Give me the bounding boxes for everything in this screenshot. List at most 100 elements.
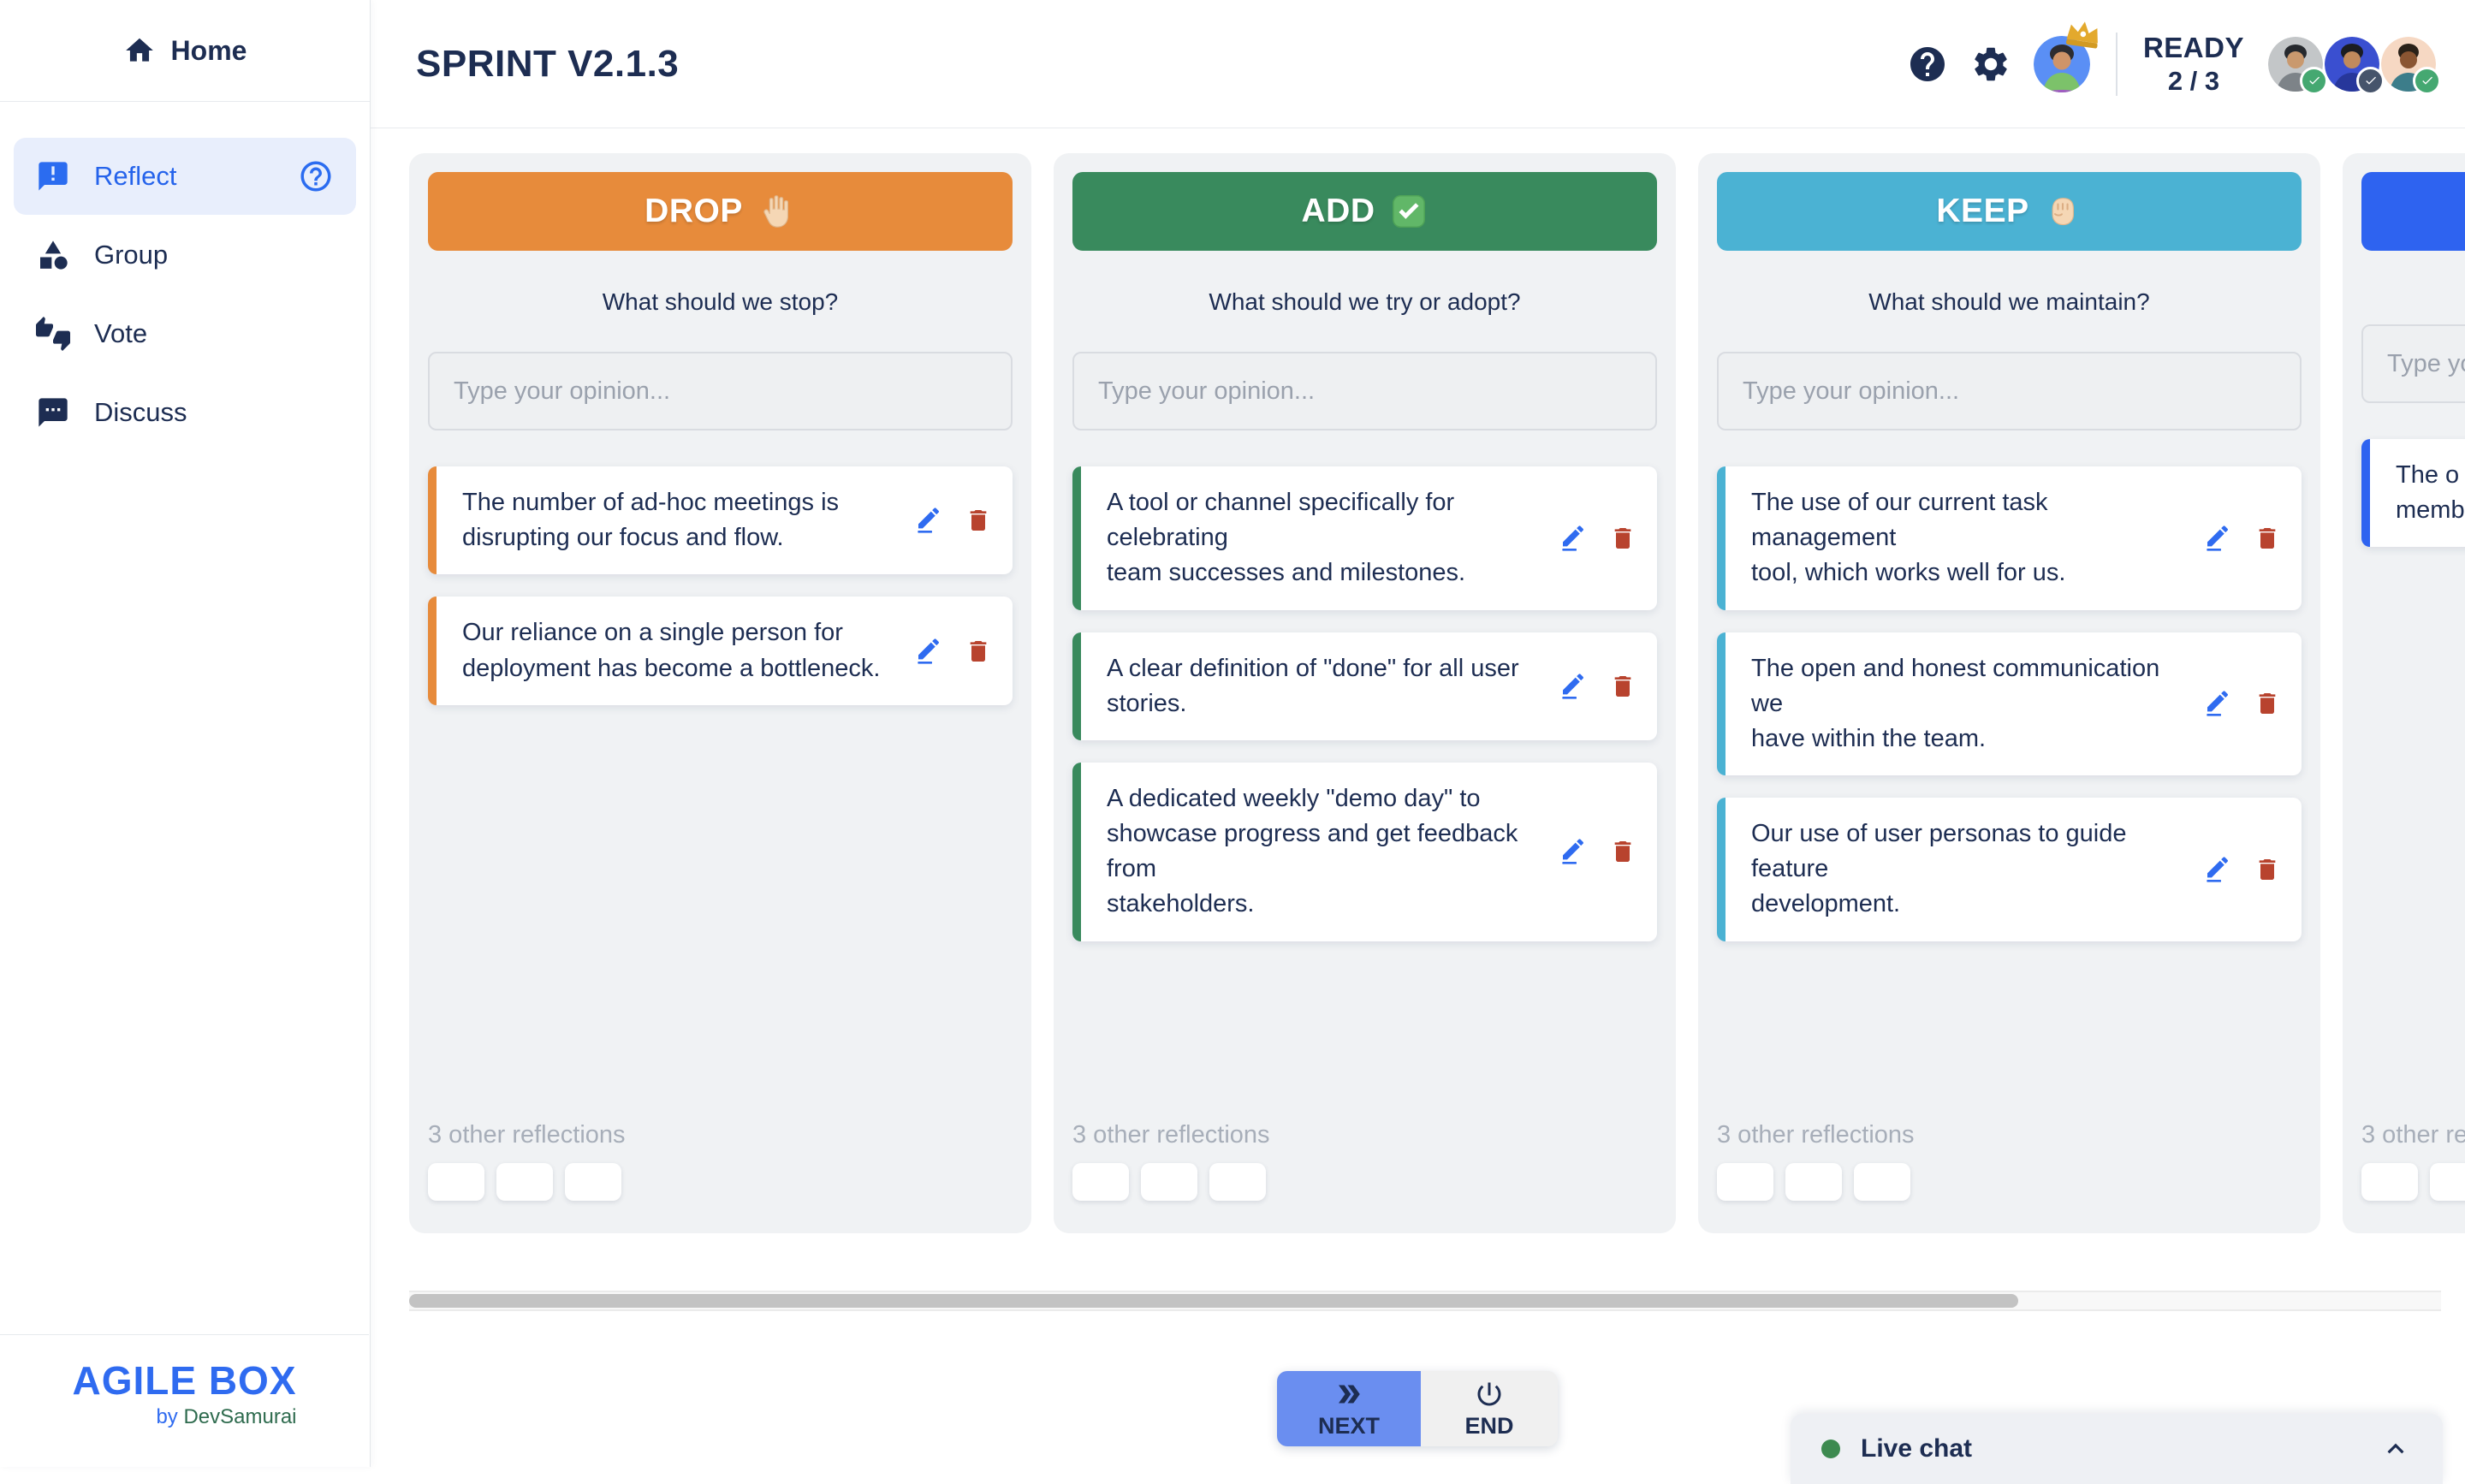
column-question: What should we try or adopt? bbox=[1209, 288, 1521, 315]
sidebar-item-vote[interactable]: Vote bbox=[14, 295, 356, 372]
sidebar-item-label: Discuss bbox=[94, 397, 187, 427]
hidden-reflection-chip bbox=[1785, 1163, 1842, 1201]
reflection-card[interactable]: Our use of user personas to guide featur… bbox=[1717, 798, 2302, 941]
opinion-input[interactable] bbox=[428, 352, 1013, 430]
reflection-card[interactable]: A dedicated weekly "demo day" to showcas… bbox=[1072, 762, 1657, 941]
opinion-input[interactable] bbox=[1072, 352, 1657, 430]
other-reflections: 3 other reflections bbox=[1717, 1121, 2302, 1214]
help-outline-icon[interactable] bbox=[298, 158, 334, 194]
other-reflections: 3 other reflections bbox=[2361, 1121, 2465, 1214]
owner-avatar[interactable] bbox=[2033, 21, 2098, 92]
card-list: The number of ad-hoc meetings is disrupt… bbox=[428, 466, 1013, 705]
end-label: END bbox=[1464, 1412, 1514, 1439]
done-badge bbox=[2356, 66, 2385, 95]
delete-icon[interactable] bbox=[2254, 525, 2281, 552]
hidden-reflection-chip bbox=[2361, 1163, 2418, 1201]
reflection-card[interactable]: The use of our current task management t… bbox=[1717, 466, 2302, 610]
sidebar-item-home[interactable]: Home bbox=[0, 0, 370, 101]
reflection-card[interactable]: A clear definition of "done" for all use… bbox=[1072, 632, 1657, 740]
edit-icon[interactable] bbox=[1559, 838, 1587, 865]
online-dot bbox=[1821, 1439, 1840, 1458]
owner-avatar-image bbox=[2033, 35, 2090, 92]
sidebar-footer: AGILE BOX by DevSamurai bbox=[0, 1334, 369, 1467]
delete-icon[interactable] bbox=[2254, 690, 2281, 717]
hidden-reflection-chip bbox=[1717, 1163, 1773, 1201]
crown-icon bbox=[2065, 21, 2098, 49]
card-text: The open and honest communication we hav… bbox=[1751, 654, 2160, 752]
reflection-card[interactable]: A tool or channel specifically for celeb… bbox=[1072, 466, 1657, 610]
column-header-partial[interactable] bbox=[2361, 172, 2465, 251]
hidden-reflection-chip bbox=[428, 1163, 484, 1201]
topbar: SPRINT V2.1.3 READY bbox=[370, 0, 2465, 128]
card-text: The o memb bbox=[2396, 461, 2465, 525]
settings-gear-icon[interactable] bbox=[1970, 44, 2011, 85]
sidebar-divider bbox=[0, 101, 370, 102]
announcement-icon bbox=[39, 162, 68, 191]
column-question: What should we stop? bbox=[602, 288, 839, 315]
ready-badge bbox=[2300, 66, 2328, 95]
live-chat-bar[interactable]: Live chat bbox=[1791, 1414, 2443, 1484]
edit-icon[interactable] bbox=[2204, 856, 2231, 883]
ready-badge bbox=[2413, 66, 2441, 95]
help-icon[interactable] bbox=[1907, 44, 1948, 85]
column-header-keep[interactable]: KEEP bbox=[1717, 172, 2302, 251]
edit-icon[interactable] bbox=[2204, 525, 2231, 552]
other-reflections-label: 3 other reflections bbox=[1717, 1121, 1915, 1149]
sidebar-item-label: Reflect bbox=[94, 161, 177, 191]
other-reflections: 3 other reflections bbox=[428, 1121, 1013, 1214]
column-title: KEEP bbox=[1936, 193, 2029, 229]
card-list: The use of our current task management t… bbox=[1717, 466, 2302, 941]
hidden-reflection-chip bbox=[1209, 1163, 1266, 1201]
thumbs-up-down-icon bbox=[36, 317, 70, 351]
next-button[interactable]: NEXT bbox=[1277, 1371, 1421, 1446]
horizontal-scrollbar-thumb[interactable] bbox=[409, 1294, 2018, 1308]
sidebar-item-label: Group bbox=[94, 240, 169, 270]
edit-icon[interactable] bbox=[1559, 673, 1587, 700]
sidebar-item-reflect[interactable]: Reflect bbox=[14, 138, 356, 215]
raised-hand-emoji bbox=[763, 195, 788, 228]
sidebar-item-discuss[interactable]: Discuss bbox=[14, 374, 356, 451]
horizontal-scrollbar-track bbox=[409, 1291, 2441, 1311]
opinion-input[interactable] bbox=[2361, 324, 2465, 403]
column-drop: DROP What should we stop? The number of … bbox=[409, 153, 1031, 1233]
reflection-card[interactable]: The o memb bbox=[2361, 439, 2465, 548]
raised-fist-emoji bbox=[2052, 198, 2074, 226]
hidden-reflection-chip bbox=[1141, 1163, 1197, 1201]
topbar-divider bbox=[2115, 32, 2118, 96]
column-question: What should we maintain? bbox=[1868, 288, 2150, 315]
sidebar-item-group[interactable]: Group bbox=[14, 217, 356, 294]
edit-icon[interactable] bbox=[915, 638, 942, 665]
check-icon bbox=[2421, 76, 2432, 85]
delete-icon[interactable] bbox=[965, 638, 992, 665]
check-icon bbox=[2308, 76, 2319, 85]
edit-icon[interactable] bbox=[2204, 690, 2231, 717]
hidden-reflection-chip bbox=[1854, 1163, 1910, 1201]
phase-actions: NEXT END bbox=[1277, 1371, 1558, 1446]
card-list: A tool or channel specifically for celeb… bbox=[1072, 466, 1657, 941]
chevron-up-icon[interactable] bbox=[2379, 1433, 2412, 1465]
home-icon bbox=[125, 38, 153, 62]
card-text: The use of our current task management t… bbox=[1751, 489, 2066, 587]
reflection-card[interactable]: The open and honest communication we hav… bbox=[1717, 632, 2302, 776]
card-text: A clear definition of "done" for all use… bbox=[1107, 654, 1519, 717]
opinion-input[interactable] bbox=[1717, 352, 2302, 430]
column-header-drop[interactable]: DROP bbox=[428, 172, 1013, 251]
page-title: SPRINT V2.1.3 bbox=[416, 42, 680, 85]
delete-icon[interactable] bbox=[965, 507, 992, 534]
card-text: A tool or channel specifically for celeb… bbox=[1107, 489, 1466, 587]
delete-icon[interactable] bbox=[1609, 673, 1636, 700]
delete-icon[interactable] bbox=[2254, 856, 2281, 883]
ready-count: 2 / 3 bbox=[2167, 65, 2220, 96]
delete-icon[interactable] bbox=[1609, 525, 1636, 552]
hidden-reflection-chip bbox=[2430, 1163, 2465, 1201]
reflection-card[interactable]: The number of ad-hoc meetings is disrupt… bbox=[428, 466, 1013, 575]
edit-icon[interactable] bbox=[915, 507, 942, 534]
reflection-card[interactable]: Our reliance on a single person for depl… bbox=[428, 597, 1013, 705]
end-button[interactable]: END bbox=[1421, 1371, 1558, 1446]
delete-icon[interactable] bbox=[1609, 838, 1636, 865]
card-text: The number of ad-hoc meetings is disrupt… bbox=[462, 489, 840, 552]
other-reflections: 3 other reflections bbox=[1072, 1121, 1657, 1214]
column-header-add[interactable]: ADD bbox=[1072, 172, 1657, 251]
app-logo: AGILE BOX bbox=[72, 1358, 297, 1403]
edit-icon[interactable] bbox=[1559, 525, 1587, 552]
